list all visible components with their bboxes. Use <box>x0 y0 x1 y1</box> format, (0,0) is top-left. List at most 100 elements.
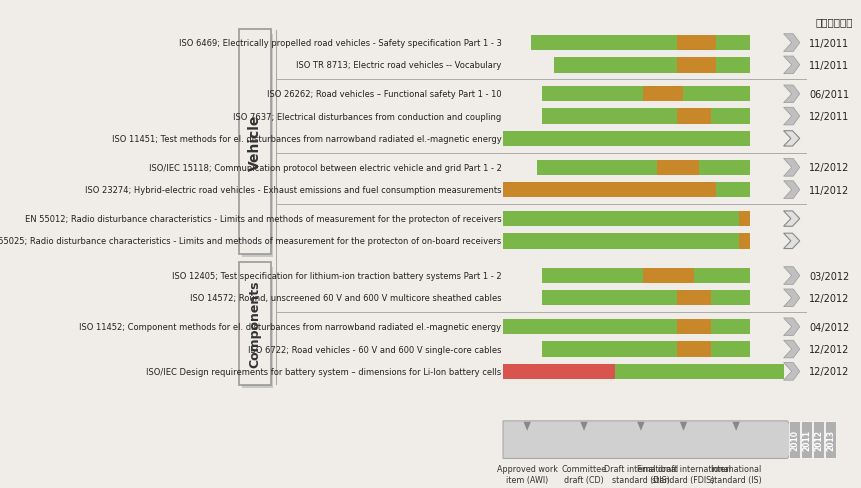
Bar <box>676 36 715 51</box>
Text: 12/2012: 12/2012 <box>808 345 849 354</box>
Text: EN 55012; Radio disturbance characteristics - Limits and methods of measurement : EN 55012; Radio disturbance characterist… <box>25 215 501 224</box>
Polygon shape <box>783 35 799 52</box>
Bar <box>738 234 749 249</box>
Text: Draft international
standard (DIS): Draft international standard (DIS) <box>603 465 677 484</box>
Polygon shape <box>783 211 799 227</box>
Bar <box>709 342 749 357</box>
Bar <box>709 320 749 335</box>
Polygon shape <box>783 289 799 307</box>
Text: International
standard (IS): International standard (IS) <box>709 465 761 484</box>
Bar <box>698 161 749 176</box>
Bar <box>709 290 749 306</box>
Bar <box>709 109 749 124</box>
Polygon shape <box>732 422 739 431</box>
Text: 06/2011: 06/2011 <box>808 90 848 100</box>
Polygon shape <box>783 57 799 75</box>
Polygon shape <box>783 341 799 358</box>
Polygon shape <box>636 422 644 431</box>
Bar <box>642 268 693 284</box>
Text: 2012: 2012 <box>813 429 822 450</box>
Text: 2010: 2010 <box>789 429 798 450</box>
Text: ISO 6469; Electrically propelled road vehicles - Safety specification Part 1 - 3: ISO 6469; Electrically propelled road ve… <box>178 39 501 48</box>
Bar <box>800 421 811 459</box>
Text: ISO 23274; Hybrid-electric road vehicles - Exhaust emissions and fuel consumptio: ISO 23274; Hybrid-electric road vehicles… <box>85 186 501 195</box>
Polygon shape <box>783 267 799 285</box>
Polygon shape <box>503 421 800 459</box>
Bar <box>824 421 835 459</box>
Polygon shape <box>783 131 799 147</box>
Text: EN 55025; Radio disturbance characteristics - Limits and methods of measurement : EN 55025; Radio disturbance characterist… <box>0 237 501 246</box>
Text: ISO 7637; Electrical disturbances from conduction and coupling: ISO 7637; Electrical disturbances from c… <box>233 112 501 122</box>
Polygon shape <box>523 422 530 431</box>
Text: 2011: 2011 <box>801 429 810 450</box>
Bar <box>553 58 676 73</box>
Text: Vehicle: Vehicle <box>247 114 262 171</box>
Polygon shape <box>783 363 799 380</box>
Text: ISO 14572; Round, unscreened 60 V and 600 V multicore sheathed cables: ISO 14572; Round, unscreened 60 V and 60… <box>189 294 501 303</box>
Text: ISO 12405; Test specification for lithium-ion traction battery systems Part 1 - : ISO 12405; Test specification for lithiu… <box>171 271 501 281</box>
Bar <box>682 87 749 102</box>
Text: ISO 11451; Test methods for el. disturbances from narrowband radiated el.-magnet: ISO 11451; Test methods for el. disturba… <box>112 135 501 143</box>
Text: 11/2011: 11/2011 <box>808 39 848 48</box>
Bar <box>242 35 273 258</box>
Bar <box>242 267 273 388</box>
Bar <box>536 161 657 176</box>
Polygon shape <box>679 422 686 431</box>
Text: 12/2012: 12/2012 <box>808 163 849 173</box>
Text: ISO/IEC Design requirements for battery system – dimensions for Li-Ion battery c: ISO/IEC Design requirements for battery … <box>146 367 501 376</box>
Bar <box>676 58 715 73</box>
Bar <box>503 131 749 147</box>
Bar <box>542 87 642 102</box>
Bar <box>542 290 676 306</box>
Bar <box>615 364 783 379</box>
Text: 12/2012: 12/2012 <box>808 366 849 377</box>
Bar <box>676 109 709 124</box>
Bar <box>715 36 749 51</box>
Text: ISO/IEC 15118; Communication protocol between electric vehicle and grid Part 1 -: ISO/IEC 15118; Communication protocol be… <box>148 163 501 172</box>
Bar <box>715 183 749 198</box>
Polygon shape <box>783 182 799 199</box>
Text: 03/2012: 03/2012 <box>808 271 849 281</box>
Text: 2013: 2013 <box>825 429 834 450</box>
Bar <box>657 161 698 176</box>
Text: Final draft international
standard (FDIS): Final draft international standard (FDIS… <box>635 465 729 484</box>
Bar <box>676 320 709 335</box>
Bar <box>812 421 823 459</box>
Bar <box>542 342 676 357</box>
Polygon shape <box>783 86 799 103</box>
Bar <box>503 320 676 335</box>
Bar <box>503 211 738 227</box>
Polygon shape <box>783 108 799 126</box>
Text: ISO 26262; Road vehicles – Functional safety Part 1 - 10: ISO 26262; Road vehicles – Functional sa… <box>267 90 501 99</box>
Bar <box>676 342 709 357</box>
Text: 11/2012: 11/2012 <box>808 185 849 195</box>
Text: Approved work
item (AWI): Approved work item (AWI) <box>496 465 557 484</box>
Polygon shape <box>783 234 799 249</box>
Bar <box>715 58 749 73</box>
Bar <box>642 87 682 102</box>
Bar <box>676 290 709 306</box>
Text: 11/2011: 11/2011 <box>808 61 848 71</box>
Polygon shape <box>579 422 587 431</box>
Bar <box>503 364 615 379</box>
Text: Components: Components <box>248 280 261 367</box>
Text: 예상완료시점: 예상완료시점 <box>815 17 852 27</box>
Text: 12/2011: 12/2011 <box>808 112 849 122</box>
Text: Committee
draft (CD): Committee draft (CD) <box>561 465 606 484</box>
Bar <box>738 211 749 227</box>
FancyBboxPatch shape <box>238 263 270 385</box>
Bar <box>693 268 749 284</box>
Text: 12/2012: 12/2012 <box>808 293 849 303</box>
Text: ISO TR 8713; Electric road vehicles -- Vocabulary: ISO TR 8713; Electric road vehicles -- V… <box>296 61 501 70</box>
Polygon shape <box>783 159 799 177</box>
FancyBboxPatch shape <box>238 30 270 255</box>
Text: 04/2012: 04/2012 <box>808 322 849 332</box>
Bar <box>503 234 738 249</box>
Bar <box>788 421 799 459</box>
Text: ISO 6722; Road vehicles - 60 V and 600 V single-core cables: ISO 6722; Road vehicles - 60 V and 600 V… <box>248 345 501 354</box>
Bar <box>503 183 715 198</box>
Bar <box>530 36 676 51</box>
Bar <box>542 268 642 284</box>
Polygon shape <box>783 318 799 336</box>
Text: ISO 11452; Component methods for el. disturbances from narrowband radiated el.-m: ISO 11452; Component methods for el. dis… <box>79 323 501 331</box>
